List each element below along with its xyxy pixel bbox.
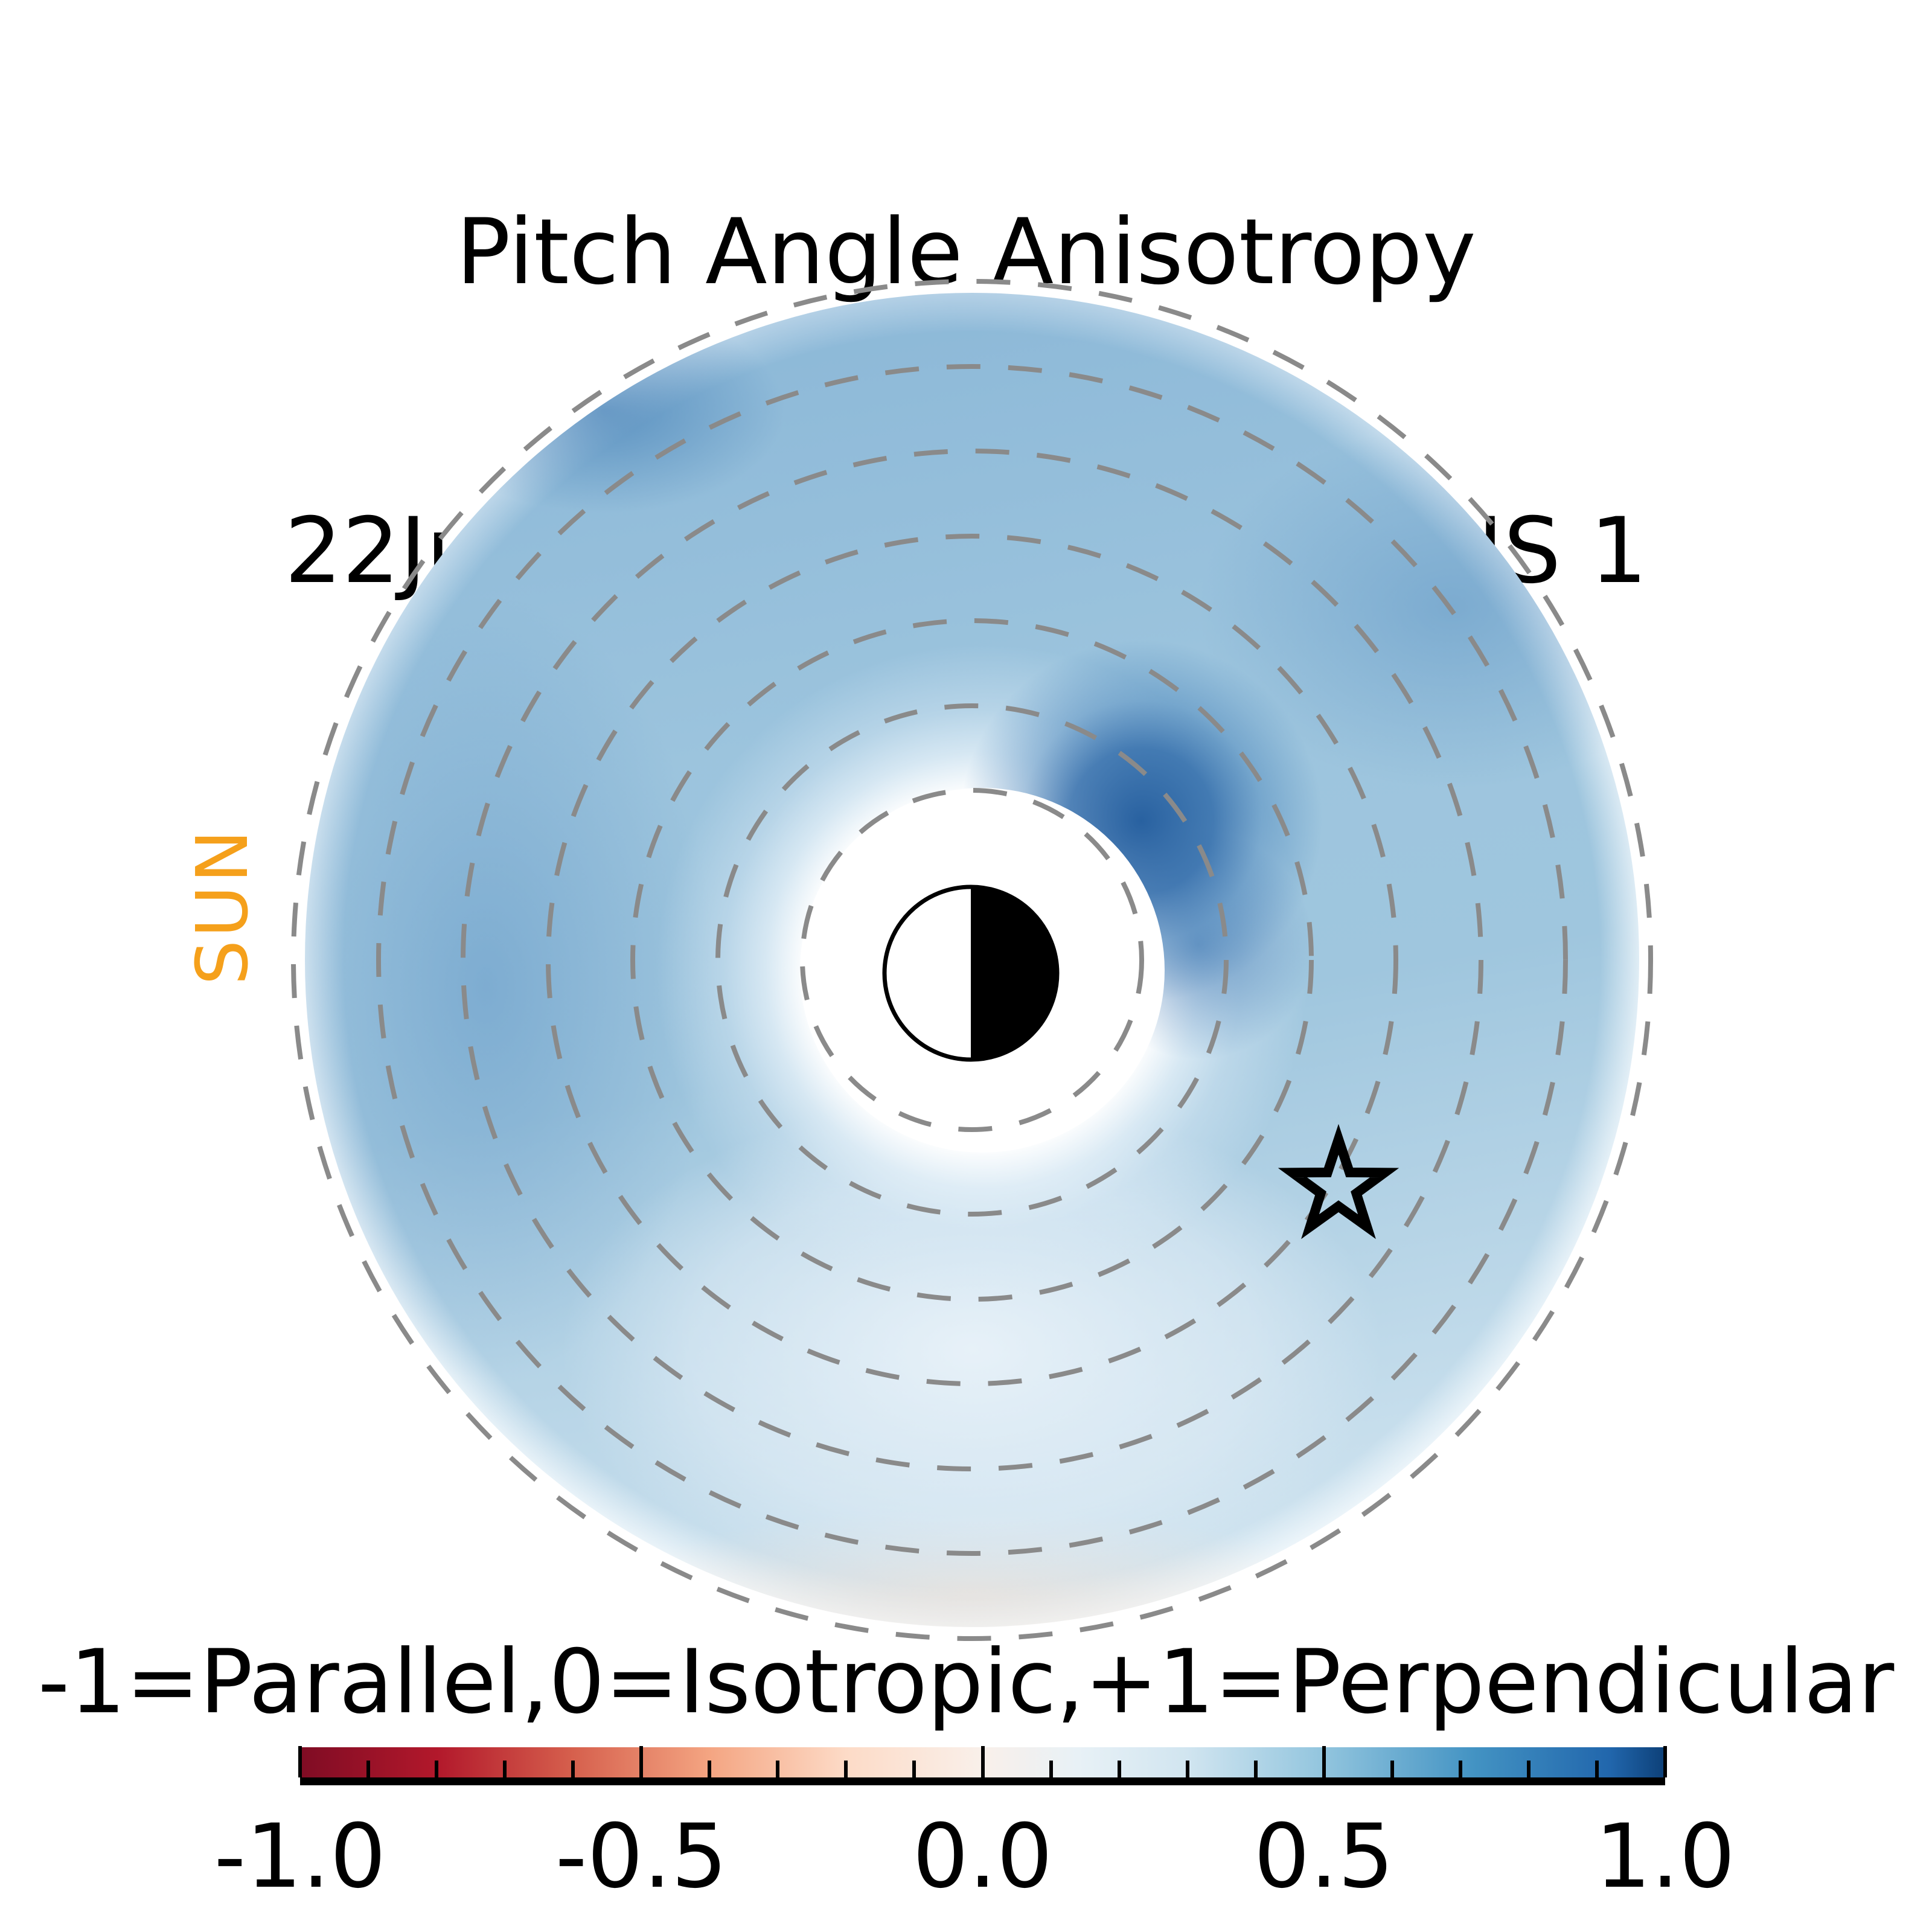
- anisotropy-field: [305, 293, 1639, 1627]
- colorbar-minor-tick: [1253, 1761, 1258, 1777]
- earth-outline: [882, 884, 1060, 1062]
- colorbar-minor-tick: [1458, 1761, 1462, 1777]
- l-shell-ring: [461, 449, 1483, 1471]
- colorbar-minor-tick: [776, 1761, 780, 1777]
- colorbar-tick-labels: -1.0 -0.5 0.0 0.5 1.0: [214, 1805, 1736, 1908]
- colorbar-major-tick: [298, 1746, 302, 1777]
- colorbar-major-tick: [639, 1746, 644, 1777]
- colorbar: [298, 1746, 1667, 1786]
- colorbar-minor-tick: [1117, 1761, 1121, 1777]
- l-shell-ring: [630, 618, 1314, 1302]
- l-shell-ring: [800, 788, 1144, 1132]
- colorbar-minor-tick: [708, 1761, 712, 1777]
- colorbar-tick-label: 1.0: [1595, 1805, 1736, 1908]
- colorbar-axis-line: [300, 1777, 1665, 1785]
- colorbar-minor-tick: [1185, 1761, 1189, 1777]
- colorbar-major-tick: [1322, 1746, 1326, 1777]
- colorbar-minor-tick: [435, 1761, 439, 1777]
- colorbar-minor-tick: [1595, 1761, 1599, 1777]
- colorbar-label: -1=Parallel,0=Isotropic,+1=Perpendicular: [37, 1631, 1895, 1733]
- star-marker: [1278, 1124, 1399, 1239]
- title-line-1: Pitch Angle Anisotropy: [456, 200, 1476, 305]
- colorbar-minor-tick: [1526, 1761, 1531, 1777]
- colorbar-tick-label: 0.5: [1253, 1805, 1394, 1908]
- colorbar-major-tick: [980, 1746, 985, 1777]
- l-shell-ring: [546, 534, 1398, 1386]
- colorbar-tick-label: -1.0: [214, 1805, 386, 1908]
- colorbar-major-tick: [1663, 1746, 1667, 1777]
- l-shell-ring: [376, 364, 1568, 1556]
- colorbar-tick-label: -0.5: [555, 1805, 728, 1908]
- l-shell-gridlines: [291, 279, 1653, 1641]
- colorbar-minor-tick: [912, 1761, 916, 1777]
- l-shell-ring: [715, 703, 1229, 1217]
- colorbar-minor-tick: [366, 1761, 371, 1777]
- colorbar-minor-tick: [571, 1761, 575, 1777]
- colorbar-minor-tick: [503, 1761, 507, 1777]
- earth-symbol: [882, 884, 1060, 1062]
- earth-nightside: [971, 887, 1057, 1060]
- colorbar-minor-tick: [1390, 1761, 1394, 1777]
- l-shell-ring: [291, 279, 1653, 1641]
- colorbar-minor-tick: [1049, 1761, 1053, 1777]
- colorbar-minor-tick: [844, 1761, 848, 1777]
- colorbar-tick-label: 0.0: [912, 1805, 1053, 1908]
